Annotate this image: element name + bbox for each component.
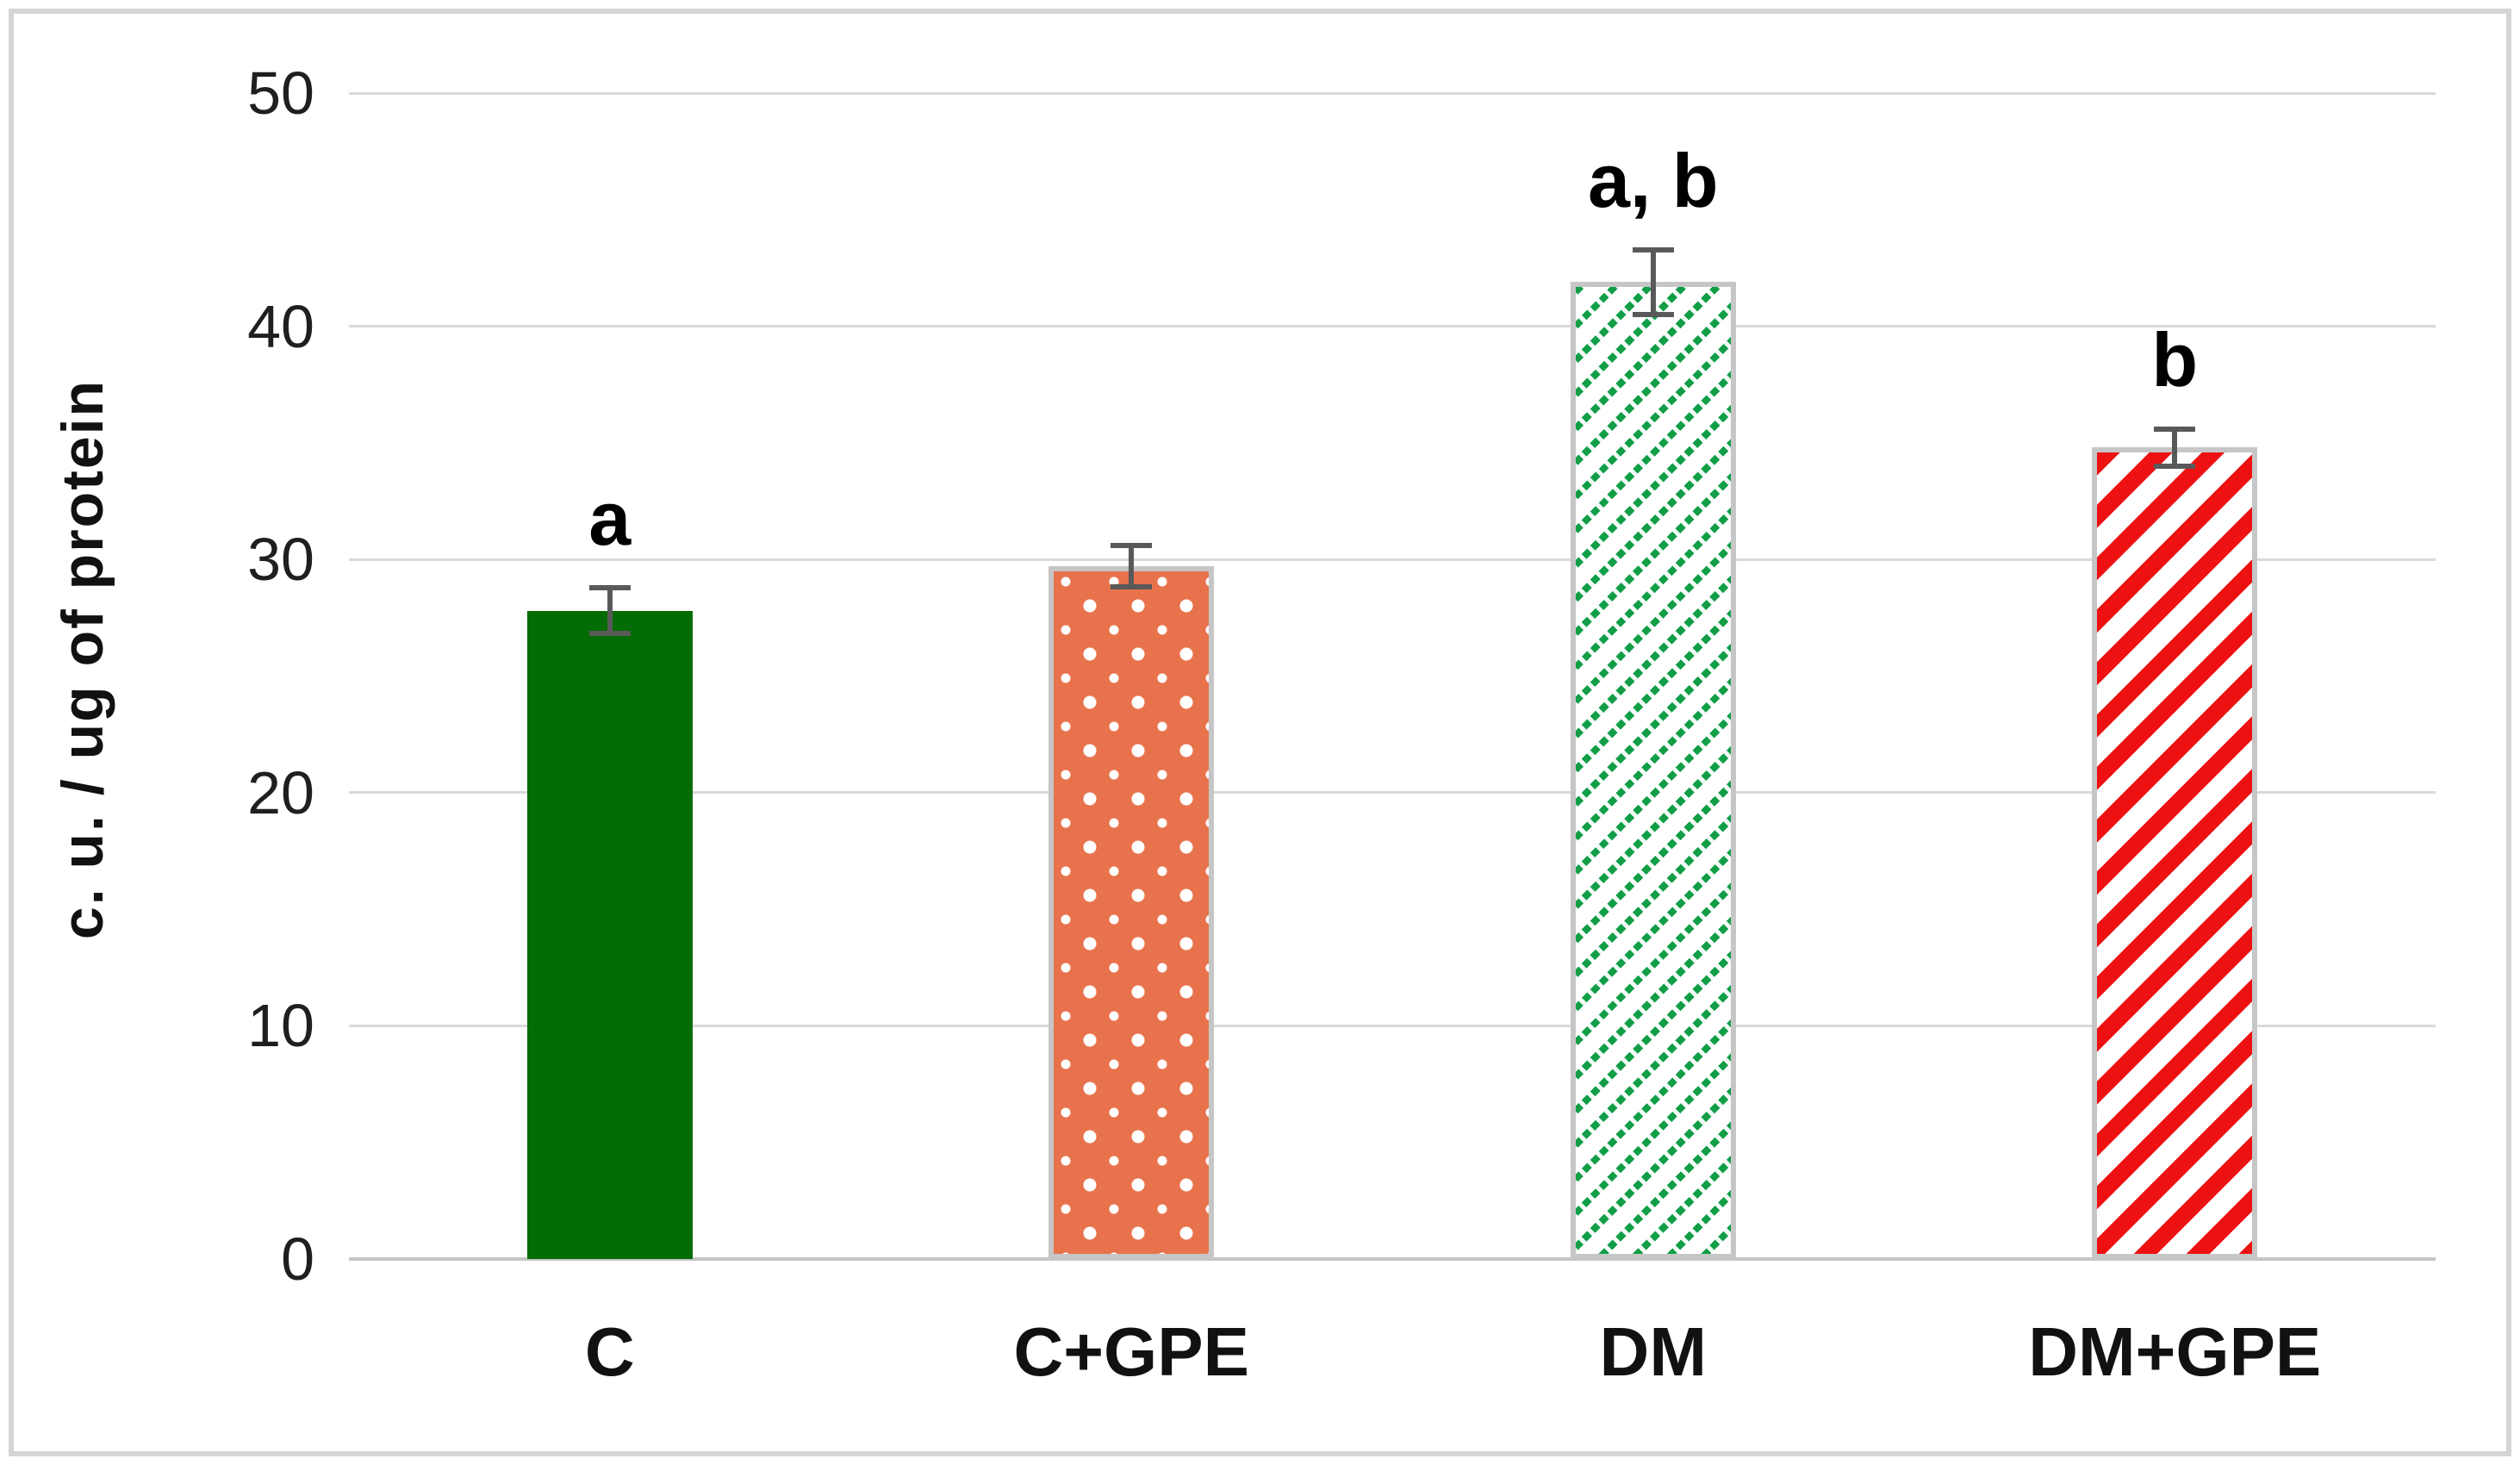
error-bar-stem (2172, 426, 2178, 469)
gridline (349, 791, 2436, 795)
error-bar-stem (1129, 543, 1135, 590)
x-category-label: C+GPE (1013, 1313, 1249, 1390)
y-axis-title: c. u. / ug of protein (50, 378, 115, 939)
gridline (349, 325, 2436, 328)
bar-c (526, 610, 693, 1259)
x-axis-line (349, 1257, 2436, 1261)
significance-label: a (588, 475, 632, 561)
error-bar-stem (1650, 246, 1656, 317)
error-bar (1632, 246, 1674, 317)
y-tick-label: 10 (247, 992, 314, 1060)
error-bar-stem (607, 584, 613, 637)
significance-label: a, b (1587, 137, 1719, 223)
error-bar (2154, 426, 2196, 469)
x-category-label: DM (1599, 1313, 1707, 1390)
error-bar-cap (1111, 584, 1153, 590)
significance-label: b (2151, 316, 2199, 402)
x-category-label: C (584, 1313, 635, 1390)
error-bar-cap (1111, 543, 1153, 549)
y-tick-label: 30 (247, 526, 314, 594)
bar-c-gpe (1048, 566, 1215, 1259)
error-bar-cap (1632, 246, 1674, 252)
y-tick-label: 0 (281, 1225, 314, 1293)
gridline (349, 91, 2436, 95)
y-tick-label: 50 (247, 59, 314, 127)
error-bar-cap (2154, 463, 2196, 469)
x-category-label: DM+GPE (2028, 1313, 2322, 1390)
error-bar (588, 584, 631, 637)
bar-dm (1570, 282, 1736, 1259)
gridline (349, 558, 2436, 561)
error-bar-cap (588, 631, 631, 637)
y-tick-label: 40 (247, 292, 314, 360)
error-bar-cap (1632, 311, 1674, 317)
error-bar-cap (2154, 426, 2196, 432)
error-bar (1111, 543, 1153, 590)
gridline (349, 1024, 2436, 1027)
bar-dm-gpe (2092, 447, 2258, 1259)
y-tick-label: 20 (247, 758, 314, 826)
error-bar-cap (588, 584, 631, 590)
